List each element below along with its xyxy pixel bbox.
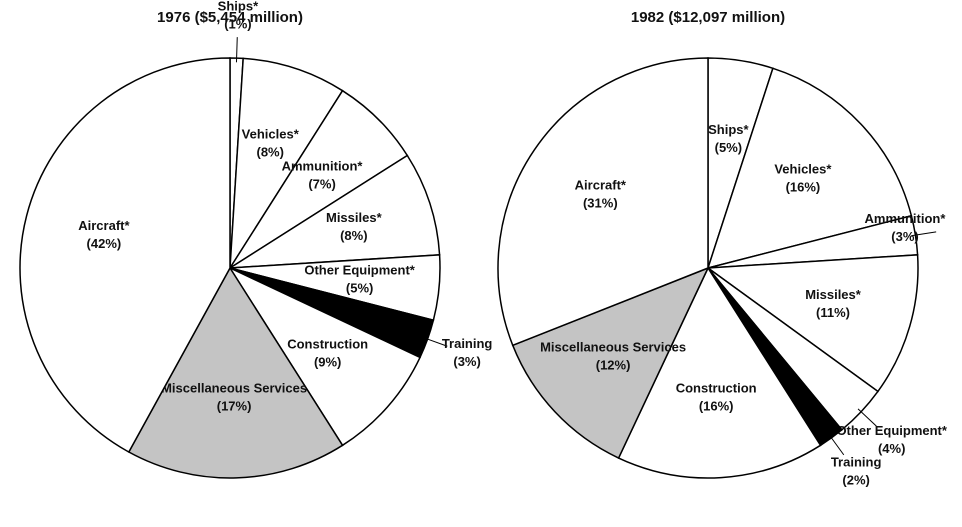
pie-slice [229,57,344,269]
leader-line [911,231,937,237]
slice-value-label: (3%) [453,354,480,369]
slice-value-label: (17%) [217,399,252,414]
slice-label: Missiles* [805,287,862,302]
slice-value-label: (31%) [583,195,618,210]
slice-label: Other Equipment* [304,263,415,278]
slice-label: Ships* [218,0,259,14]
slice-value-label: (7%) [308,176,335,191]
slice-label: Aircraft* [78,218,130,233]
slice-label: Training [442,336,493,351]
pie-slice [706,67,913,270]
slice-value-label: (8%) [340,228,367,243]
slice-value-label: (11%) [816,305,850,320]
slice-label: Miscellaneous Services [161,381,307,396]
pie-slice [19,57,231,454]
leader-line [235,37,238,63]
slice-value-label: (42%) [87,236,122,251]
slice-value-label: (5%) [346,281,373,296]
slice-label: Aircraft* [575,177,627,192]
pie-slice [617,266,822,479]
leader-line [423,337,448,347]
slice-value-label: (3%) [891,229,918,244]
slice-value-label: (2%) [842,472,869,487]
slice-label: Construction [287,337,368,352]
pie-slice [511,266,710,460]
slice-label: Training [831,454,882,469]
slice-value-label: (16%) [786,179,821,194]
slice-label: Other Equipment* [836,423,947,438]
leader-line [857,408,877,427]
slice-label: Construction [676,380,757,395]
slice-label: Miscellaneous Services [540,340,686,355]
slice-value-label: (16%) [699,398,734,413]
slice-label: Missiles* [326,210,383,225]
pie-slice [229,154,441,269]
slice-value-label: (12%) [596,358,631,373]
slice-label: Ammunition* [282,158,364,173]
pie-slice [127,266,344,479]
slice-value-label: (9%) [314,355,341,370]
slice-value-label: (5%) [715,140,742,155]
slice-value-label: (4%) [878,441,905,456]
slice-value-label: (8%) [257,145,284,160]
slice-value-label: (1%) [224,17,251,32]
slice-label: Ammunition* [865,211,947,226]
chart-title: 1982 ($12,097 million) [631,9,785,26]
leader-line [828,434,845,456]
pie-slice [497,57,709,347]
chart-title: 1976 ($5,454 million) [157,9,303,26]
slice-label: Ships* [708,122,749,137]
slice-label: Vehicles* [242,127,300,142]
slice-label: Vehicles* [774,161,832,176]
pie-slice [705,254,919,393]
pie-slice [227,266,422,447]
